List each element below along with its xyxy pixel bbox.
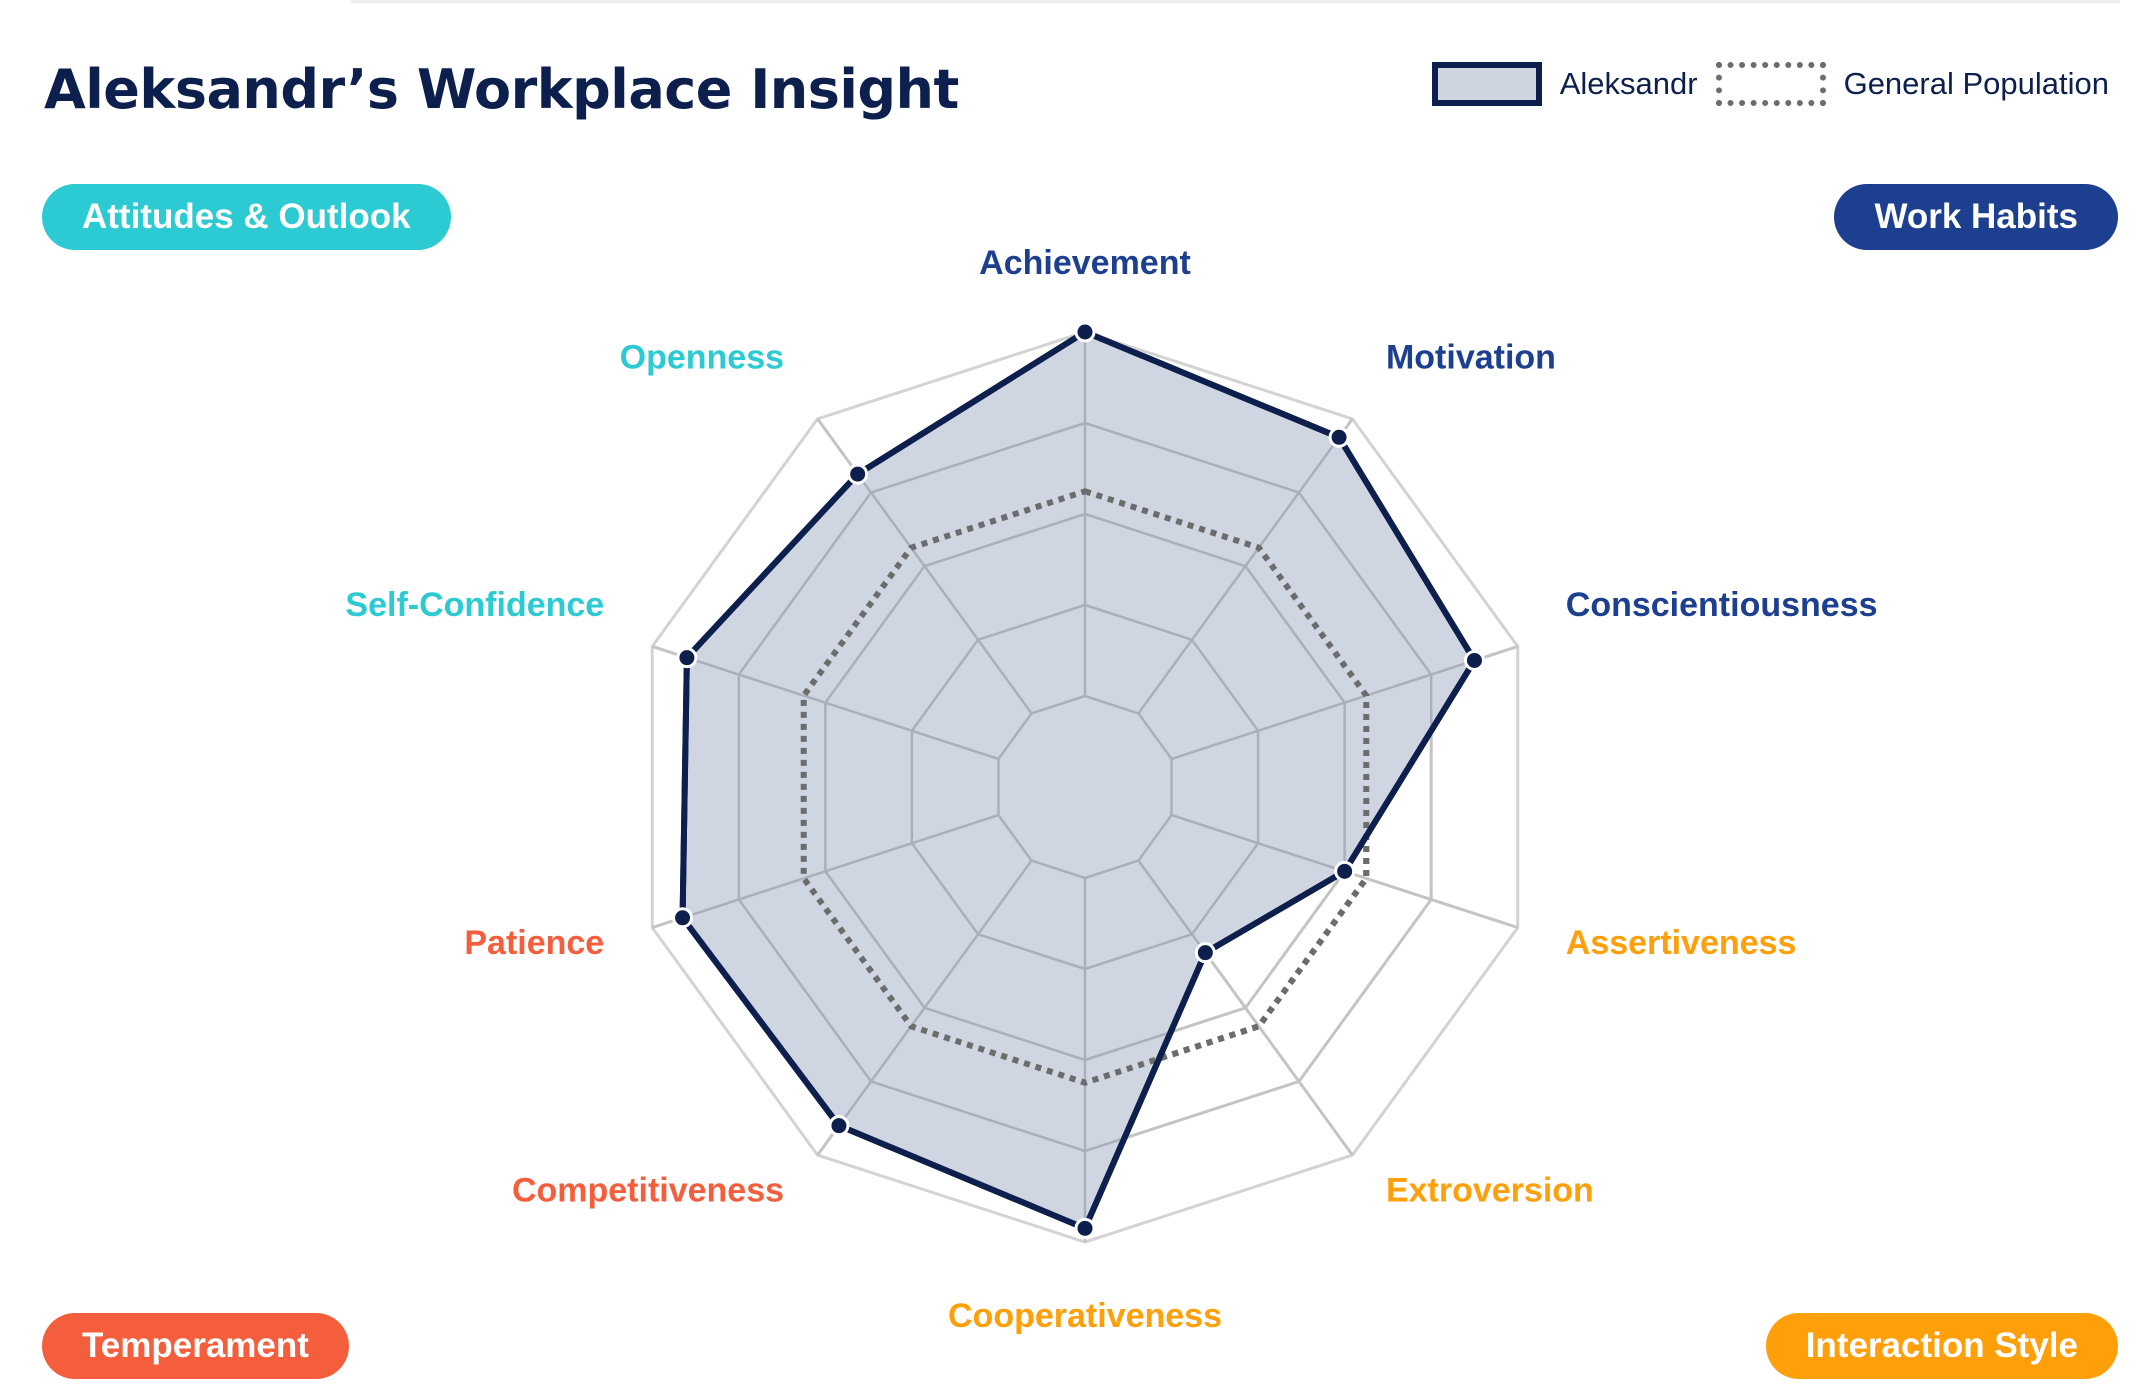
inner-spoke-2	[1171, 645, 1475, 761]
axis-label-competitiveness: Competitiveness	[512, 1171, 784, 1209]
axis-label-extroversion: Extroversion	[1386, 1171, 1594, 1209]
inner-spoke-1	[1137, 418, 1354, 715]
category-pill-temperament: Temperament	[42, 1313, 349, 1379]
point-motivation	[1328, 426, 1350, 448]
inner-spoke-7	[682, 813, 999, 929]
inner-spoke-6	[816, 859, 1033, 1156]
axis-label-patience: Patience	[464, 924, 604, 962]
axis-label-motivation: Motivation	[1386, 339, 1556, 377]
page-title: Aleksandr’s Workplace Insight	[44, 58, 959, 121]
point-competitiveness	[828, 1115, 850, 1137]
top-divider	[350, 0, 2120, 3]
point-assertiveness	[1334, 860, 1356, 882]
population-line-overlay	[800, 488, 1370, 1086]
legend-swatch-population	[1715, 62, 1826, 106]
point-cooperativeness	[1074, 1217, 1096, 1239]
legend: Aleksandr General Population	[1431, 62, 2109, 106]
point-achievement	[1074, 321, 1096, 343]
point-openness	[847, 463, 869, 485]
category-pill-interaction: Interaction Style	[1765, 1313, 2118, 1379]
point-patience	[672, 907, 694, 929]
axis-label-conscientiousness: Conscientiousness	[1566, 586, 1878, 624]
category-pill-work-habits: Work Habits	[1834, 184, 2118, 250]
axis-label-openness: Openness	[620, 339, 784, 377]
point-self-confidence	[676, 647, 698, 669]
axis-label-self-confidence: Self-Confidence	[345, 586, 604, 624]
axis-label-assertiveness: Assertiveness	[1566, 924, 1797, 962]
legend-label-aleksandr: Aleksandr	[1559, 66, 1698, 101]
legend-label-population: General Population	[1843, 66, 2109, 101]
legend-swatch-aleksandr	[1431, 62, 1542, 106]
point-conscientiousness	[1463, 649, 1485, 671]
category-pill-attitudes: Attitudes & Outlook	[42, 184, 451, 250]
axis-label-achievement: Achievement	[979, 244, 1191, 282]
axis-label-cooperativeness: Cooperativeness	[948, 1297, 1222, 1335]
inner-spoke-8	[682, 645, 999, 761]
point-extroversion	[1194, 942, 1216, 964]
